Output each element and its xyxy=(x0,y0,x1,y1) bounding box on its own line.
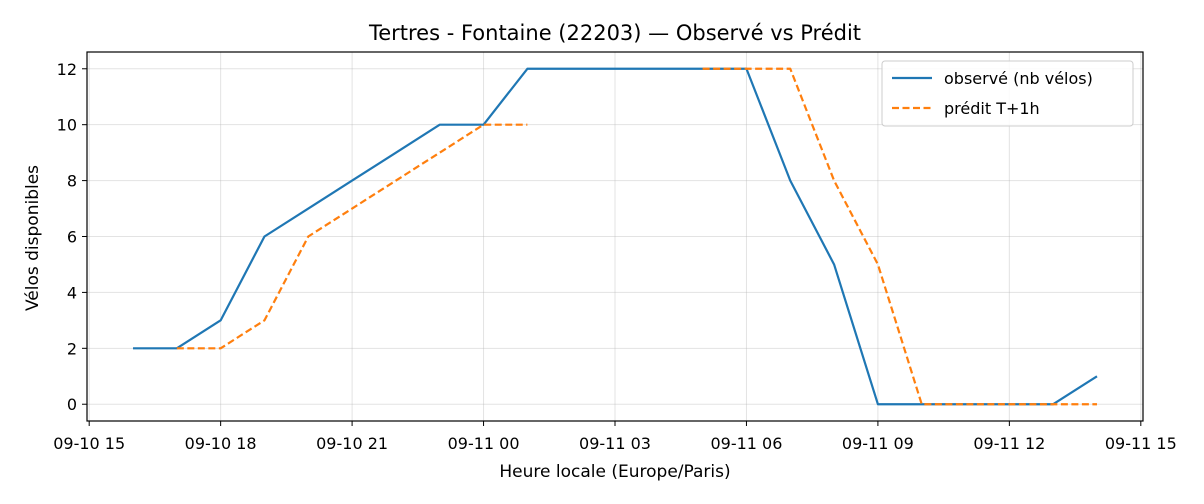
y-tick-label: 2 xyxy=(67,339,77,358)
x-tick-label: 09-11 06 xyxy=(710,434,782,453)
x-axis-label: Heure locale (Europe/Paris) xyxy=(499,462,730,482)
legend-label-observed: observé (nb vélos) xyxy=(944,69,1093,88)
chart-title: Tertres - Fontaine (22203) — Observé vs … xyxy=(368,21,861,45)
x-tick-label: 09-11 00 xyxy=(448,434,520,453)
series-line-predicted xyxy=(176,123,528,350)
series-line-predicted xyxy=(702,67,1097,406)
y-tick-label: 6 xyxy=(67,228,77,247)
y-tick-label: 0 xyxy=(67,395,77,414)
legend-label-predicted: prédit T+1h xyxy=(944,99,1040,118)
y-axis: 0 2 4 6 8 10 12 xyxy=(57,60,87,414)
x-tick-label: 09-11 03 xyxy=(579,434,651,453)
y-tick-label: 8 xyxy=(67,172,77,191)
x-tick-label: 09-11 12 xyxy=(973,434,1045,453)
y-tick-label: 4 xyxy=(67,283,77,302)
series-layer xyxy=(133,67,1098,406)
grid xyxy=(87,52,1143,421)
legend: observé (nb vélos) prédit T+1h xyxy=(881,60,1134,127)
x-tick-label: 09-10 21 xyxy=(316,434,388,453)
y-tick-label: 12 xyxy=(57,60,77,79)
x-tick-label: 09-10 18 xyxy=(185,434,257,453)
x-axis: 09-10 15 09-10 18 09-10 21 09-11 00 09-11 03… xyxy=(53,421,1177,453)
x-tick-label: 09-10 15 xyxy=(53,434,125,453)
x-tick-label: 09-11 09 xyxy=(842,434,914,453)
y-tick-label: 10 xyxy=(57,116,77,135)
y-axis-label: Vélos disponibles xyxy=(23,165,43,311)
legend-box xyxy=(881,60,1134,127)
x-tick-label: 09-11 15 xyxy=(1105,434,1177,453)
